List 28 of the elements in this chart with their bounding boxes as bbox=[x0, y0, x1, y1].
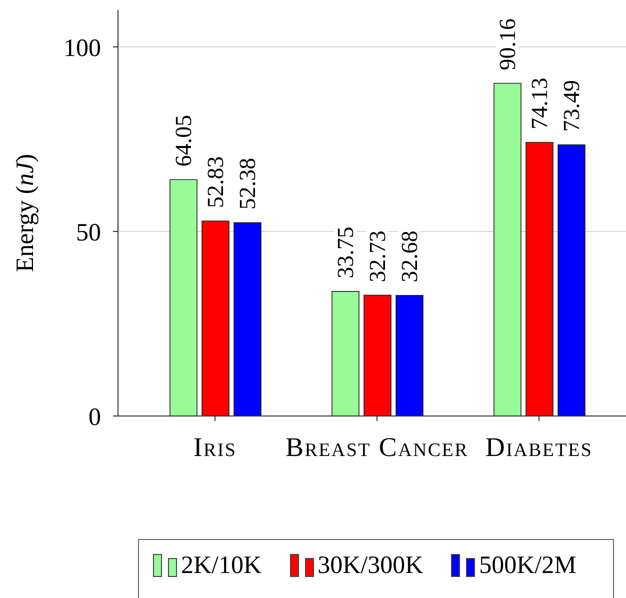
bar bbox=[526, 142, 554, 416]
data-label: 52.38 bbox=[235, 158, 260, 210]
bar bbox=[234, 222, 262, 416]
data-label: 32.73 bbox=[365, 230, 390, 282]
y-tick-label: 0 bbox=[88, 404, 101, 431]
y-tick-label: 50 bbox=[76, 219, 101, 246]
bar bbox=[396, 294, 424, 416]
bar bbox=[558, 144, 586, 416]
bar bbox=[170, 179, 198, 416]
x-tick-label: Breast Cancer bbox=[286, 432, 468, 462]
x-tick-label: Diabetes bbox=[485, 432, 593, 462]
data-label: 33.75 bbox=[333, 226, 358, 278]
data-label: 90.16 bbox=[495, 18, 520, 70]
data-label: 74.13 bbox=[527, 78, 552, 130]
data-label: 52.83 bbox=[203, 156, 228, 208]
data-label: 32.68 bbox=[397, 230, 422, 282]
data-label: 64.05 bbox=[171, 114, 196, 167]
legend-label: 500K/2M bbox=[479, 552, 576, 579]
bar bbox=[494, 82, 522, 416]
bar bbox=[202, 220, 230, 416]
y-axis-title: Energy (nJ) bbox=[12, 154, 38, 272]
bar bbox=[364, 294, 392, 416]
x-tick-label: Iris bbox=[193, 432, 237, 462]
y-tick-label: 100 bbox=[64, 34, 101, 62]
bar bbox=[332, 291, 360, 416]
legend-label: 2K/10K bbox=[181, 552, 262, 579]
data-label: 73.49 bbox=[559, 80, 584, 132]
legend-label: 30K/300K bbox=[318, 552, 424, 579]
